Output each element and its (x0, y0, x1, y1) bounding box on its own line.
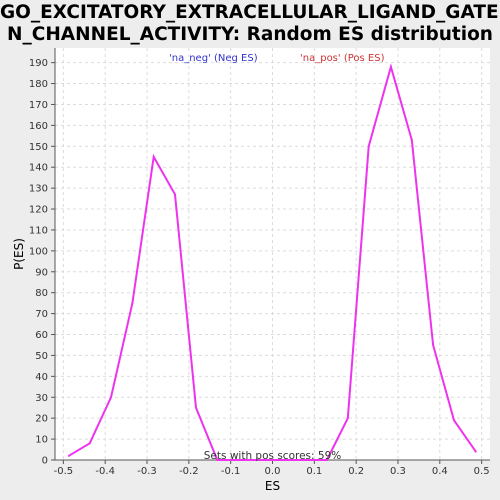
series-point (88, 442, 91, 445)
chart-title: GO_EXCITATORY_EXTRACELLULAR_LIGAND_GATED… (0, 2, 500, 46)
chart-title-line-2: N_CHANNEL_ACTIVITY: Random ES distributi… (7, 24, 493, 45)
x-tick-label: -0.2 (179, 466, 199, 477)
x-tick-label: -0.5 (54, 466, 74, 477)
x-tick-label: 0.3 (390, 466, 406, 477)
series-point (453, 419, 456, 422)
y-tick-label: 190 (29, 58, 48, 69)
x-tick-label: -0.3 (137, 466, 157, 477)
series-point (367, 145, 370, 148)
y-tick-label: 60 (35, 330, 48, 341)
y-tick-label: 180 (29, 79, 48, 90)
pos-score-annotation: Sets with pos scores: 59% (204, 450, 341, 462)
x-tick-label: 0.1 (306, 466, 322, 477)
y-tick-label: 70 (35, 309, 48, 320)
x-tick-label: 0.2 (348, 466, 364, 477)
series-point (194, 406, 197, 409)
series-point (216, 459, 219, 461)
y-axis-ticks: 0 10 20 30 40 50 60 70 80 90 100 110 120 130 140 150 160… (29, 58, 55, 467)
series-point (474, 450, 477, 453)
y-tick-label: 20 (35, 414, 48, 425)
grid (55, 48, 490, 460)
y-tick-label: 170 (29, 100, 48, 111)
y-tick-label: 10 (35, 435, 48, 446)
x-axis-label: ES (265, 479, 280, 493)
series-point (152, 155, 155, 158)
y-tick-label: 40 (35, 372, 48, 383)
x-tick-label: 0.0 (265, 466, 281, 477)
series-line (68, 63, 477, 461)
x-tick-label: 0.4 (432, 466, 448, 477)
x-tick-label: 0.5 (474, 466, 490, 477)
y-tick-label: 80 (35, 288, 48, 299)
y-tick-label: 0 (42, 456, 48, 467)
legend-pos: 'na_pos' (Pos ES) (300, 53, 385, 64)
y-tick-label: 120 (29, 205, 48, 216)
series-point (432, 343, 435, 346)
y-tick-label: 110 (29, 225, 48, 236)
series-point (110, 396, 113, 399)
y-tick-label: 100 (29, 246, 48, 257)
legend-neg: 'na_neg' (Neg ES) (169, 53, 258, 64)
x-tick-label: -0.4 (95, 466, 115, 477)
x-tick-label: -0.1 (221, 466, 241, 477)
y-tick-label: 30 (35, 393, 48, 404)
series-point (346, 417, 349, 420)
series-point (325, 459, 328, 461)
series-group (67, 63, 477, 461)
y-tick-label: 130 (29, 184, 48, 195)
y-tick-label: 140 (29, 163, 48, 174)
series-point (174, 193, 177, 196)
y-axis-label: P(ES) (12, 238, 26, 270)
y-tick-label: 50 (35, 351, 48, 362)
chart-title-line-1: GO_EXCITATORY_EXTRACELLULAR_LIGAND_GATED… (0, 2, 500, 23)
series-point (410, 139, 413, 142)
y-tick-label: 160 (29, 121, 48, 132)
y-tick-label: 150 (29, 142, 48, 153)
y-tick-label: 90 (35, 267, 48, 278)
series-point (67, 454, 70, 457)
series-point (131, 302, 134, 305)
x-axis-ticks: -0.5 -0.4 -0.3 -0.2 -0.1 0.0 0.1 0.2 0.3 0.4 0.5 (54, 460, 490, 477)
series-point (389, 65, 392, 68)
